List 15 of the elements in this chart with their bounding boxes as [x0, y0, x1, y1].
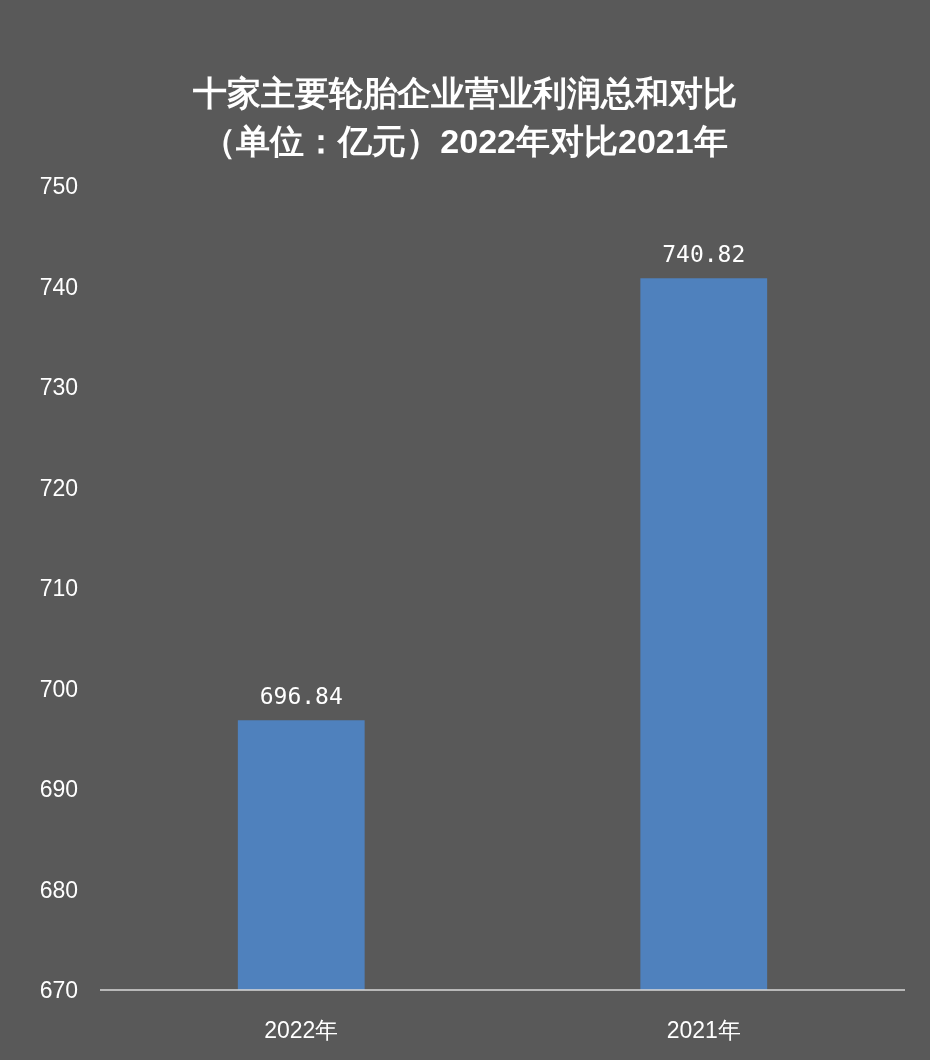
- data-label: 696.84: [259, 683, 343, 710]
- y-tick-label: 680: [39, 876, 78, 903]
- data-label: 740.82: [662, 241, 746, 268]
- y-tick-label: 720: [39, 474, 78, 501]
- y-tick-label: 690: [39, 776, 78, 802]
- y-tick-label: 710: [39, 575, 78, 601]
- y-tick-label: 730: [39, 374, 78, 400]
- y-tick-label: 740: [39, 273, 78, 300]
- x-tick-label: 2021年: [666, 1017, 741, 1043]
- y-tick-label: 670: [39, 977, 78, 1003]
- y-tick-label: 750: [39, 173, 78, 199]
- subtitle: （单位：亿元）2022年对比2021年: [202, 122, 728, 160]
- title: 十家主要轮胎企业营业利润总和对比: [193, 74, 737, 112]
- y-tick-label: 700: [39, 675, 78, 702]
- x-tick-label: 2022年: [264, 1017, 339, 1043]
